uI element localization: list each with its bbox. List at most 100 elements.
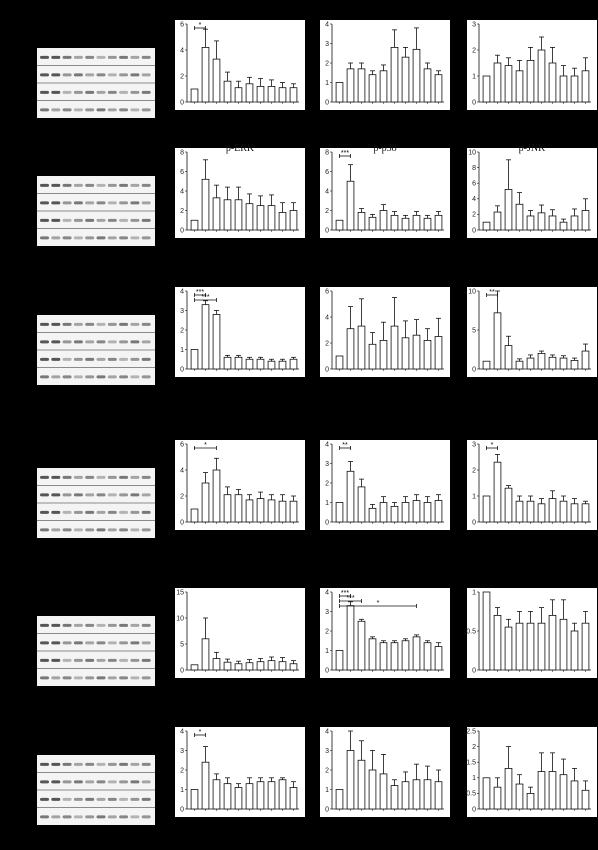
blot-band [51,183,61,187]
y-tick-label: 2 [325,60,329,67]
blot-band [141,73,151,77]
bar [223,80,232,103]
bar [346,328,355,370]
bar [581,350,590,370]
bar [190,789,199,810]
bar [368,343,377,370]
blot-band [62,658,72,662]
y-tick-label: 15 [176,589,184,596]
y-tick-label: 2 [325,767,329,774]
blot-band [85,201,95,205]
blot-band [119,797,129,801]
blot-band [62,510,72,514]
y-tick-label: 0 [325,227,329,234]
y-tick-label: 3 [325,41,329,48]
bar [526,60,535,103]
y-tick-label: 5 [180,641,184,648]
blot-band [107,815,117,819]
blot-band [119,676,129,680]
y-tick-label: 4 [325,188,329,195]
blot-band [96,340,106,344]
blot-band [40,528,49,532]
bar [504,65,513,103]
y-tick-label: 6 [325,169,329,176]
bar [401,640,410,671]
bar [201,47,210,103]
blot-band [107,357,117,361]
blot-band [40,641,49,645]
y-tick-label: 4 [325,314,329,321]
blot-band [85,73,95,77]
blot-band [130,641,140,645]
blot-band [96,641,106,645]
blot-band [85,375,95,379]
blot-band [51,510,61,514]
y-tick-label: 2 [472,744,476,751]
bar [190,349,199,370]
blot-band [107,762,117,766]
y-tick-label: 2 [325,480,329,487]
blot-band [40,510,49,514]
bar [390,47,399,103]
chart-title: p-ERK [226,143,255,154]
bar [245,83,254,103]
bar [289,358,298,370]
bar-chart-7: 0 2 4 6 [320,287,450,377]
bar [267,781,276,810]
blot-band [141,201,151,205]
blot-band [62,236,72,240]
bar [190,88,199,103]
blot-band [40,108,49,112]
y-tick-label: 2 [180,73,184,80]
blot-band [96,375,106,379]
blot-band [73,73,83,77]
bar [256,86,265,103]
bar [223,661,232,671]
blot-band [119,493,129,497]
blot-band [119,641,129,645]
western-blot-2 [37,315,155,385]
blot-band [85,90,95,94]
blot-band [96,90,106,94]
blot-band [96,623,106,627]
bar [245,783,254,810]
blot-band [73,236,83,240]
bar [256,781,265,810]
bar [234,494,243,523]
western-blot-5 [37,755,155,825]
blot-band [107,90,117,94]
blot-band [119,357,129,361]
blot-band [40,201,49,205]
blot-band [73,340,83,344]
blot-band [40,73,49,77]
bar [548,615,557,671]
blot-band [130,815,140,819]
blot-band [130,73,140,77]
bar [581,210,590,231]
blot-band [73,658,83,662]
blot-band [141,322,151,326]
bar [368,638,377,671]
y-tick-label: 3 [325,461,329,468]
bar [201,482,210,523]
bar [434,781,443,810]
blot-band [85,510,95,514]
y-tick-label: 2 [472,47,476,54]
blot-band [141,375,151,379]
blot-band [85,357,95,361]
y-tick-label: 0.5 [466,628,476,635]
blot-band [107,55,117,59]
bar [559,618,568,671]
y-tick-label: 0 [325,519,329,526]
y-tick-label: 4 [325,441,329,448]
blot-band [73,108,83,112]
blot-band [62,797,72,801]
bar [212,58,221,103]
bar [401,56,410,103]
blot-band [107,658,117,662]
bar [245,662,254,671]
blot-band [107,641,117,645]
blot-band [96,815,106,819]
y-tick-label: 0 [472,519,476,526]
